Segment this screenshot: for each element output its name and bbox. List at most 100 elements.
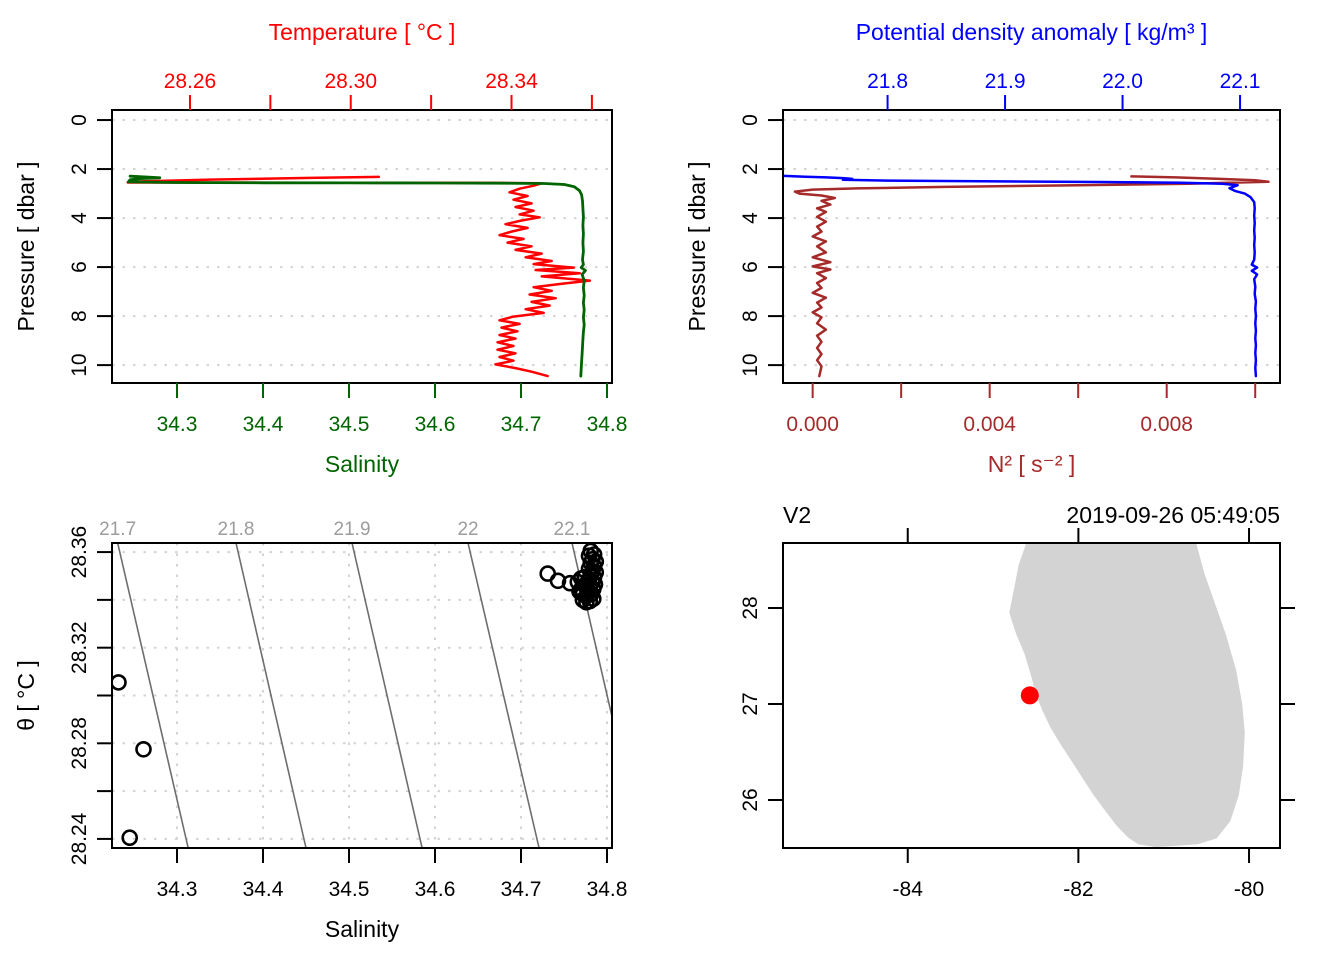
n2-line bbox=[793, 175, 1270, 378]
tick-label: 34.4 bbox=[243, 413, 284, 436]
gridlines bbox=[112, 119, 612, 367]
tick-label: 28.24 bbox=[68, 812, 91, 865]
axis-top-sigma: 21.8 21.9 22.0 22.1 Potential density anomal… bbox=[856, 19, 1261, 110]
tick-label: 28.34 bbox=[485, 70, 538, 93]
tick-label: 34.3 bbox=[157, 413, 198, 436]
isopycnal-line bbox=[351, 542, 423, 849]
isopycnal-label: 21.7 bbox=[99, 519, 136, 540]
salinity-line bbox=[127, 174, 587, 378]
tick-label: 28.28 bbox=[68, 717, 91, 770]
series-group bbox=[111, 542, 605, 847]
series-group bbox=[126, 174, 592, 378]
isopycnal-line bbox=[116, 542, 189, 849]
axis-left-lat: 26 27 28 bbox=[739, 596, 783, 812]
isopycnal-line bbox=[235, 542, 307, 849]
tick-label: -80 bbox=[1234, 878, 1264, 901]
isopycnal-label: 22.1 bbox=[554, 519, 591, 540]
panel-density-n2-profile: 21.8 21.9 22.0 22.1 Potential density anomal… bbox=[684, 19, 1281, 477]
tick-label: 34.5 bbox=[329, 878, 370, 901]
axis-right-lat bbox=[1280, 606, 1295, 801]
axis-bottom-sal: 34.3 34.4 34.5 34.6 34.7 34.8 Salinity bbox=[157, 848, 628, 942]
ts-point bbox=[135, 740, 152, 758]
isopycnal-label: 21.9 bbox=[334, 519, 371, 540]
axis-top-temp: 28.26 28.30 28.34 Temperature [ °C ] bbox=[164, 19, 593, 110]
panel-station-map: -84 -82 -80 26 27 28 V2 2019-09-26 05:49:05 bbox=[739, 502, 1295, 901]
axis-title: Pressure [ dbar ] bbox=[13, 161, 39, 331]
tick-label: 10 bbox=[739, 353, 762, 376]
axis-bottom-sal: 34.3 34.4 34.5 34.6 34.7 34.8 Salinity bbox=[157, 383, 628, 477]
tick-label: -84 bbox=[893, 878, 924, 901]
tick-label: 4 bbox=[739, 212, 762, 224]
tick-label: 0.004 bbox=[963, 413, 1016, 436]
tick-label: 10 bbox=[68, 353, 91, 376]
axis-top-lon bbox=[906, 528, 1251, 543]
tick-label: 34.6 bbox=[415, 878, 456, 901]
tick-label: 27 bbox=[739, 692, 762, 715]
tick-label: 34.8 bbox=[587, 878, 628, 901]
tick-label: 28 bbox=[739, 596, 762, 619]
tick-label: 21.8 bbox=[867, 70, 908, 93]
temperature-line bbox=[126, 175, 592, 378]
isopycnal-label: 21.8 bbox=[218, 519, 255, 540]
axis-title: Temperature [ °C ] bbox=[269, 19, 456, 45]
tick-label: 0.000 bbox=[786, 413, 839, 436]
tick-label: 2 bbox=[739, 163, 762, 175]
tick-label: -82 bbox=[1063, 878, 1093, 901]
station-marker bbox=[1020, 686, 1039, 705]
tick-label: 22.0 bbox=[1102, 70, 1143, 93]
tick-label: 6 bbox=[68, 261, 91, 273]
timestamp-label: 2019-09-26 05:49:05 bbox=[1066, 502, 1280, 528]
tick-label: 28.30 bbox=[324, 70, 377, 93]
tick-label: 34.7 bbox=[501, 413, 542, 436]
tick-label: 0.008 bbox=[1140, 413, 1193, 436]
ts-point bbox=[561, 574, 579, 592]
isopycnal-line bbox=[467, 542, 540, 849]
gridlines bbox=[783, 119, 1280, 367]
tick-label: 4 bbox=[68, 212, 91, 224]
ts-point bbox=[549, 572, 567, 590]
tick-label: 21.9 bbox=[985, 70, 1026, 93]
ts-point bbox=[121, 829, 138, 847]
tick-label: 34.8 bbox=[587, 413, 628, 436]
tick-label: 8 bbox=[68, 310, 91, 322]
tick-label: 22.1 bbox=[1220, 70, 1261, 93]
axis-bottom-lon: -84 -82 -80 bbox=[893, 848, 1264, 901]
axis-left-pressure: 0 2 4 6 8 10 Pressure [ dbar ] bbox=[13, 114, 112, 377]
plot-box bbox=[111, 109, 613, 384]
isopycnal-label: 22 bbox=[457, 519, 478, 540]
axis-title: Potential density anomaly [ kg/m³ ] bbox=[856, 19, 1208, 45]
tick-label: 28.26 bbox=[164, 70, 217, 93]
tick-label: 34.5 bbox=[329, 413, 370, 436]
tick-label: 28.32 bbox=[68, 621, 91, 674]
tick-label: 34.6 bbox=[415, 413, 456, 436]
plot-box bbox=[782, 542, 1281, 849]
series-group bbox=[782, 174, 1270, 378]
station-label: V2 bbox=[783, 502, 811, 528]
ts-point bbox=[584, 590, 602, 608]
axis-title: Salinity bbox=[325, 916, 400, 942]
density-line bbox=[782, 174, 1259, 378]
plot-box bbox=[782, 109, 1281, 384]
coastline-polygon bbox=[1009, 543, 1245, 847]
ts-point bbox=[111, 674, 127, 691]
tick-label: 6 bbox=[739, 261, 762, 273]
tick-label: 0 bbox=[739, 114, 762, 126]
tick-label: 8 bbox=[739, 310, 762, 322]
axis-bottom-n2: 0.000 0.004 0.008 N² [ s⁻² ] bbox=[786, 383, 1257, 477]
tick-label: 34.7 bbox=[501, 878, 542, 901]
tick-label: 2 bbox=[68, 163, 91, 175]
series-group bbox=[1009, 543, 1245, 847]
axis-title: Salinity bbox=[325, 451, 400, 477]
axis-left-theta: 28.24 28.28 28.32 28.36 θ [ °C ] bbox=[13, 526, 112, 865]
ts-point bbox=[576, 568, 594, 586]
tick-label: 26 bbox=[739, 788, 762, 811]
axis-left-pressure: 0 2 4 6 8 10 Pressure [ dbar ] bbox=[684, 114, 783, 377]
axis-title: Pressure [ dbar ] bbox=[684, 161, 710, 331]
tick-label: 0 bbox=[68, 114, 91, 126]
tick-label: 28.36 bbox=[68, 526, 91, 579]
axis-title: θ [ °C ] bbox=[13, 660, 39, 731]
panel-ts-diagram: 21.7 21.8 21.9 22 22.134.3 34.4 34.5 34.6 34.7 34… bbox=[13, 519, 628, 942]
